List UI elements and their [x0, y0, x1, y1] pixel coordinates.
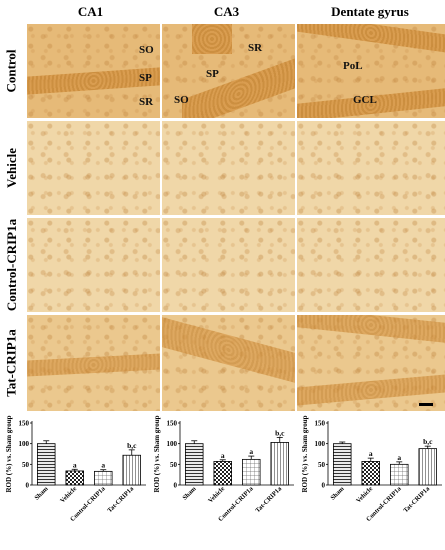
x-tick-label: Tat-CRIP1a: [106, 485, 135, 514]
micrograph-tat-crip1a-ca3: [162, 315, 295, 411]
micrograph-control-crip1a-ca3: [162, 218, 295, 312]
y-tick-label: 150: [167, 420, 178, 428]
y-tick-label: 150: [315, 420, 326, 428]
significance-label: a: [73, 460, 77, 469]
y-tick-label: 50: [22, 461, 30, 469]
label-sr: SR: [139, 96, 154, 108]
row-label-tat-crip1a: Tat-CRIP1a: [4, 329, 20, 397]
x-tick-label: Vehicle: [59, 485, 78, 504]
x-tick-label: Vehicle: [355, 485, 374, 504]
micrograph-control-ca3: SR SP SO: [162, 24, 295, 118]
y-tick-label: 150: [19, 420, 30, 428]
bar-chart-ca3: ROD (%) vs. Sham group 0 50 100 150 Sham a Vehi…: [153, 415, 294, 523]
micrograph-tat-crip1a-dg: [297, 315, 445, 411]
bar-control-crip1a: [390, 463, 409, 486]
y-tick-label: 50: [170, 461, 178, 469]
row-label-vehicle: Vehicle: [4, 148, 19, 188]
bar-tat-crip1a: [418, 448, 437, 486]
bar-vehicle: [213, 461, 232, 486]
bar-tat-crip1a: [270, 442, 289, 486]
x-tick-label: Vehicle: [207, 485, 226, 504]
micrograph-vehicle-dg: [297, 121, 445, 215]
bar-tat-crip1a: [122, 454, 141, 486]
label-sr: SR: [248, 42, 263, 54]
row-label-control-crip1a: Control-CRIP1a: [4, 218, 20, 312]
row-label-control: Control: [4, 49, 20, 93]
label-so: SO: [174, 94, 189, 106]
column-header-dentate-gyrus: Dentate gyrus: [331, 4, 409, 19]
y-tick-label: 0: [174, 482, 178, 490]
y-tick-label: 0: [26, 482, 30, 490]
y-tick-label: 100: [167, 440, 178, 448]
x-tick-label: Sham: [329, 485, 346, 502]
y-axis-label: ROD (%) vs. Sham group: [301, 415, 309, 492]
significance-label: b,c: [127, 441, 137, 450]
bar-sham: [185, 443, 204, 486]
label-gcl: GCL: [353, 94, 377, 106]
significance-label: a: [221, 451, 225, 460]
micrograph-tat-crip1a-ca1: [27, 315, 160, 411]
y-tick-label: 100: [19, 440, 30, 448]
y-tick-label: 100: [315, 440, 326, 448]
micrograph-control-ca1: SO SP SR: [27, 24, 160, 118]
micrograph-vehicle-ca1: [27, 121, 160, 215]
bar-sham: [37, 443, 56, 486]
micrograph-control-crip1a-dg: [297, 218, 445, 312]
y-axis-label: ROD (%) vs. Sham group: [5, 415, 13, 492]
label-sp: SP: [206, 68, 219, 80]
micrograph-control-dg: PoL GCL: [297, 24, 445, 118]
bar-sham: [333, 443, 352, 486]
micrograph-vehicle-ca3: [162, 121, 295, 215]
bar-chart-ca1: ROD (%) vs. Sham group 0 50 100 150 Sham a Vehi…: [5, 415, 146, 523]
significance-label: a: [369, 449, 373, 458]
bar-control-crip1a: [94, 470, 113, 486]
y-axis-label: ROD (%) vs. Sham group: [153, 415, 161, 492]
significance-label: a: [397, 453, 401, 462]
y-tick-label: 0: [322, 482, 326, 490]
bar-chart-dg: ROD (%) vs. Sham group 0 50 100 150 Sham a Vehi…: [301, 415, 442, 523]
significance-label: b,c: [275, 428, 285, 437]
x-tick-label: Sham: [33, 485, 50, 502]
significance-label: a: [249, 447, 253, 456]
label-so: SO: [139, 44, 154, 56]
x-tick-label: Tat-CRIP1a: [254, 485, 283, 514]
significance-label: b,c: [423, 437, 433, 446]
significance-label: a: [101, 461, 105, 470]
bar-vehicle: [361, 461, 380, 486]
y-tick-label: 50: [318, 461, 326, 469]
column-header-ca1: CA1: [77, 4, 104, 19]
scale-bar: [419, 403, 433, 406]
label-pol: PoL: [343, 60, 363, 72]
column-header-ca3: CA3: [213, 4, 240, 19]
micrograph-control-crip1a-ca1: [27, 218, 160, 312]
x-tick-label: Tat-CRIP1a: [402, 485, 431, 514]
bar-vehicle: [65, 470, 84, 486]
label-sp: SP: [139, 72, 152, 84]
x-tick-label: Sham: [181, 485, 198, 502]
bar-control-crip1a: [242, 458, 261, 486]
